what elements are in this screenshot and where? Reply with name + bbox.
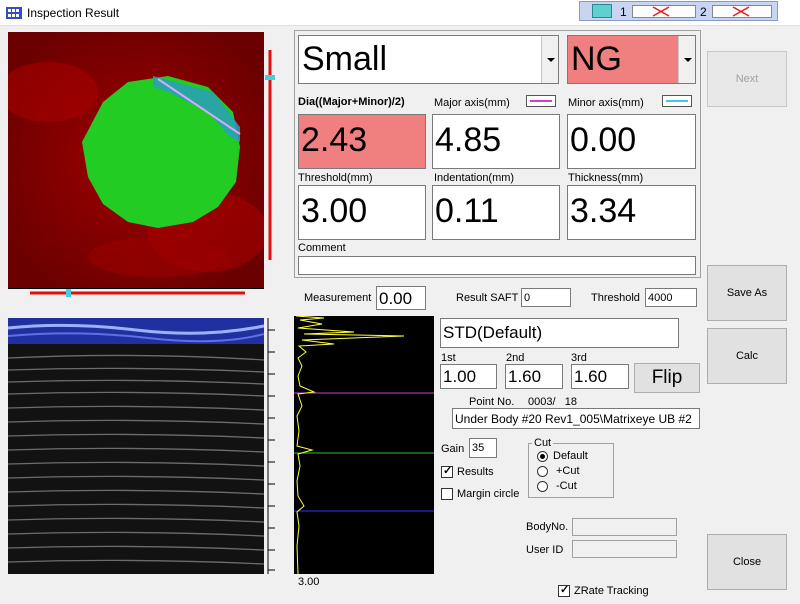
- c-scan-image[interactable]: [8, 32, 264, 288]
- measurement-field[interactable]: 0.00: [376, 286, 426, 310]
- cut-default-radio[interactable]: [537, 451, 548, 462]
- next-button[interactable]: Next: [707, 51, 787, 107]
- margin-circle-checkbox[interactable]: [441, 488, 453, 500]
- threshold-small-field[interactable]: 4000: [645, 288, 697, 307]
- chevron-down-icon[interactable]: [541, 36, 558, 83]
- second-label: 2nd: [506, 352, 525, 364]
- point-no-value: 0003/ 18: [528, 396, 577, 408]
- judge-combo[interactable]: NG: [567, 35, 696, 84]
- comment-field[interactable]: [298, 256, 696, 275]
- c-scan-canvas: [8, 32, 264, 288]
- threshold-label: Threshold(mm): [298, 172, 373, 184]
- first-label: 1st: [441, 352, 456, 364]
- c-scan-baseline: [8, 288, 264, 289]
- b-scan-vertical-scale: [267, 318, 275, 574]
- major-axis-color-swatch: [526, 95, 556, 107]
- cut-plus-radio[interactable]: [537, 466, 548, 477]
- major-axis-label: Major axis(mm): [434, 97, 510, 109]
- indicator-label-1: 1: [620, 5, 627, 19]
- point-no-label: Point No.: [469, 396, 515, 408]
- indentation-label: Indentation(mm): [434, 172, 515, 184]
- margin-circle-label: Margin circle: [457, 488, 520, 500]
- indentation-value: 0.11: [432, 185, 560, 240]
- thickness-value: 3.34: [567, 185, 696, 240]
- user-id-label: User ID: [526, 544, 564, 556]
- indicator-cell-1: [632, 5, 696, 18]
- cross-icon: [652, 6, 670, 17]
- dia-label: Dia((Major+Minor)/2): [298, 96, 405, 108]
- calc-button[interactable]: Calc: [707, 328, 787, 384]
- minor-axis-label: Minor axis(mm): [568, 97, 644, 109]
- channel-indicator-bar: 1 2: [579, 1, 778, 21]
- cut-plus-label: +Cut: [556, 465, 580, 477]
- a-scan-canvas: [294, 316, 434, 574]
- results-label: Results: [457, 466, 494, 478]
- size-combo-value: Small: [302, 40, 388, 78]
- threshold-small-label: Threshold: [591, 292, 640, 304]
- result-saft-field[interactable]: 0: [521, 288, 571, 307]
- cut-default-label: Default: [553, 450, 588, 462]
- flip-button[interactable]: Flip: [634, 363, 700, 393]
- dia-value: 2.43: [298, 114, 426, 169]
- minor-axis-value: 0.00: [567, 114, 696, 169]
- gain-field[interactable]: 35: [469, 438, 497, 458]
- cut-minus-label: -Cut: [556, 480, 577, 492]
- zrate-tracking-checkbox[interactable]: [558, 583, 570, 597]
- window-title: Inspection Result: [27, 6, 120, 20]
- chevron-down-icon[interactable]: [678, 36, 695, 83]
- thickness-label: Thickness(mm): [568, 172, 644, 184]
- major-axis-value: 4.85: [432, 114, 560, 169]
- close-button[interactable]: Close: [707, 534, 787, 590]
- probe-icon: [592, 4, 612, 18]
- body-no-field[interactable]: [572, 518, 677, 536]
- first-field[interactable]: 1.00: [440, 364, 497, 389]
- file-path-field[interactable]: Under Body #20 Rev1_005\Matrixeye UB #2: [452, 408, 700, 429]
- cut-minus-radio[interactable]: [537, 481, 548, 492]
- cut-group-title: Cut: [532, 437, 554, 449]
- b-scan-image[interactable]: [8, 318, 264, 574]
- indicator-label-2: 2: [700, 5, 707, 19]
- b-scan-canvas: [8, 318, 264, 574]
- result-group-box: [294, 30, 701, 278]
- second-field[interactable]: 1.60: [505, 364, 563, 389]
- comment-label: Comment: [298, 242, 346, 254]
- results-checkbox[interactable]: [441, 464, 453, 478]
- gain-label: Gain: [441, 443, 465, 455]
- judge-combo-value: NG: [571, 40, 622, 78]
- threshold-value: 3.00: [298, 185, 426, 240]
- a-scan-waveform[interactable]: [294, 316, 434, 574]
- indicator-cell-2: [712, 5, 772, 18]
- body-no-label: BodyNo.: [526, 521, 569, 533]
- c-scan-vertical-scale: [265, 50, 275, 260]
- measurement-label: Measurement: [304, 292, 372, 304]
- app-icon: [6, 7, 22, 19]
- c-scan-horizontal-scale: [30, 289, 245, 297]
- minor-axis-color-swatch: [662, 95, 692, 107]
- third-label: 3rd: [571, 352, 587, 364]
- a-scan-scale-label: 3.00: [298, 576, 320, 588]
- result-saft-label: Result SAFT: [456, 292, 519, 304]
- third-field[interactable]: 1.60: [571, 364, 629, 389]
- user-id-field[interactable]: [572, 540, 677, 558]
- cut-group-box: [528, 443, 614, 498]
- save-as-button[interactable]: Save As: [707, 265, 787, 321]
- zrate-tracking-label: ZRate Tracking: [574, 585, 649, 597]
- size-combo[interactable]: Small: [298, 35, 559, 84]
- std-field[interactable]: STD(Default): [440, 318, 679, 348]
- cross-icon: [732, 6, 750, 17]
